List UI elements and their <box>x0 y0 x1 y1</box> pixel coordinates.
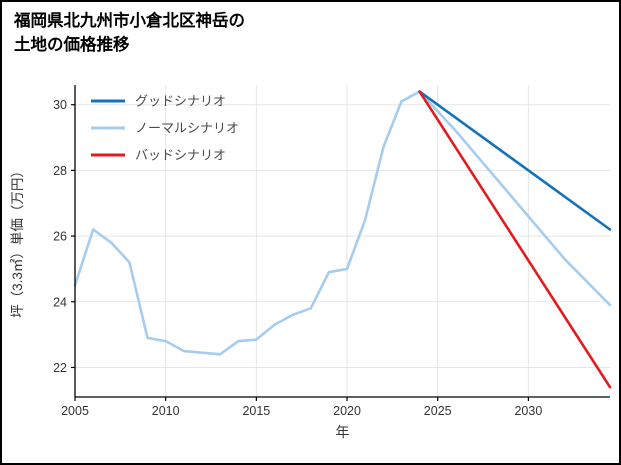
y-tick-label: 24 <box>53 295 67 309</box>
series-bad-line <box>418 90 612 389</box>
series-good-line <box>418 90 612 231</box>
y-tick-label: 30 <box>53 98 67 112</box>
x-tick-label: 2015 <box>242 404 270 418</box>
series-normal-line <box>73 90 612 356</box>
y-tick-label: 26 <box>53 230 67 244</box>
legend-item-normal: ノーマルシナリオ <box>91 121 239 136</box>
y-tick-label: 22 <box>53 361 67 375</box>
x-tick-label: 2025 <box>424 404 452 418</box>
legend-item-bad: バッドシナリオ <box>91 148 226 163</box>
y-tick-label: 28 <box>53 164 67 178</box>
legend-label-normal: ノーマルシナリオ <box>135 121 239 136</box>
chart-title: 福岡県北九州市小倉北区神岳の 土地の価格推移 <box>14 12 245 54</box>
legend-label-good: グッドシナリオ <box>135 94 226 109</box>
x-axis-label: 年 <box>336 424 350 440</box>
legend-item-good: グッドシナリオ <box>91 94 226 109</box>
x-tick-label: 2005 <box>61 404 89 418</box>
y-axis-label: 坪（3.3㎡）単価（万円） <box>10 164 25 318</box>
legend-label-bad: バッドシナリオ <box>135 148 226 163</box>
x-tick-label: 2020 <box>333 404 361 418</box>
x-tick-label: 2010 <box>152 404 180 418</box>
x-tick-label: 2030 <box>514 404 542 418</box>
